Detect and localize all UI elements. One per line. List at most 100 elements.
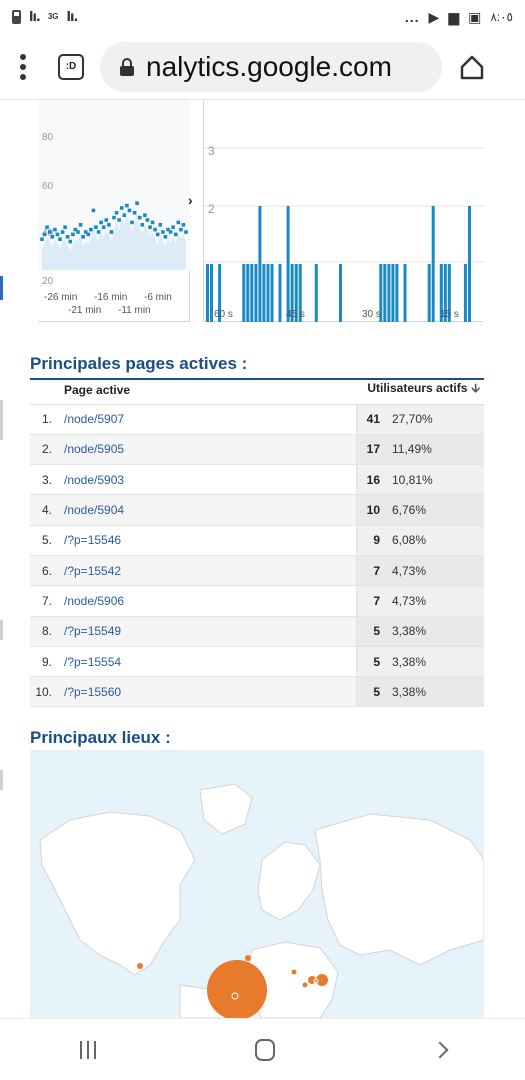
- page-column-header[interactable]: Page active: [60, 376, 356, 405]
- row-page-link[interactable]: /node/5905: [60, 434, 356, 466]
- minute-data-point: [73, 227, 78, 232]
- table-row[interactable]: 7./node/5906 7 4,73%: [30, 585, 484, 617]
- table-row[interactable]: 9./?p=15554 5 3,38%: [30, 646, 484, 678]
- row-page-link[interactable]: /node/5904: [60, 494, 356, 526]
- minute-data-point: [181, 223, 186, 227]
- second-bar: [286, 206, 290, 322]
- minute-data-point: [45, 225, 49, 229]
- world-map[interactable]: [30, 750, 484, 1018]
- table-row[interactable]: 1./node/5907 41 27,70%: [30, 404, 484, 435]
- second-bar: [258, 206, 262, 322]
- row-user-count: 41: [355, 404, 386, 435]
- row-page-link[interactable]: /?p=15560: [60, 676, 356, 708]
- message-icon: ▆: [448, 8, 460, 25]
- row-rank: 2.: [30, 434, 60, 466]
- menu-kebab-icon[interactable]: [14, 53, 32, 80]
- row-user-count: 5: [355, 676, 386, 708]
- lock-icon[interactable]: [120, 57, 134, 76]
- gallery-icon: ▣: [468, 8, 482, 25]
- minute-data-point: [173, 232, 178, 237]
- x-tick-30s: 30 s: [362, 309, 381, 320]
- row-user-percent: 11,49%: [386, 434, 484, 466]
- world-map-svg: [39, 783, 484, 1018]
- row-user-count: 9: [355, 525, 386, 556]
- row-page-link[interactable]: /node/5903: [60, 464, 356, 496]
- row-rank: 1.: [30, 404, 60, 435]
- second-bar: [395, 264, 399, 322]
- url-bar[interactable]: nalytics.google.com: [100, 41, 442, 92]
- map-europe: [257, 841, 321, 921]
- table-row[interactable]: 6./?p=15542 7 4,73%: [30, 555, 484, 587]
- minute-data-point: [107, 223, 111, 227]
- second-bar: [206, 264, 209, 322]
- left-edge-faint: [0, 400, 3, 440]
- minute-data-point: [153, 227, 157, 232]
- play-store-icon: ▶: [428, 8, 440, 25]
- table-row[interactable]: 8./?p=15549 5 3,38%: [30, 616, 484, 647]
- row-page-link[interactable]: /node/5906: [60, 585, 356, 617]
- second-bar: [339, 264, 342, 322]
- row-user-count: 10: [355, 494, 386, 526]
- battery-icon: [12, 10, 21, 24]
- chart-next-arrow-icon[interactable]: ›: [188, 192, 193, 208]
- row-page-link[interactable]: /node/5907: [60, 404, 356, 435]
- row-user-percent: 3,38%: [386, 676, 484, 708]
- location-bubble[interactable]: [291, 969, 297, 975]
- second-bar: [290, 264, 294, 322]
- minute-data-point: [155, 232, 160, 237]
- rank-header: [30, 376, 60, 405]
- minute-data-point: [135, 201, 139, 205]
- back-icon[interactable]: [431, 1041, 448, 1058]
- signal-icon-2: lı.: [66, 9, 79, 25]
- location-bubble[interactable]: [137, 963, 143, 969]
- minute-data-point: [83, 230, 88, 234]
- tab-switcher-icon[interactable]: :D: [58, 53, 84, 80]
- table-row[interactable]: 5./?p=15546 9 6,08%: [30, 525, 484, 556]
- minute-data-point: [65, 235, 70, 239]
- minute-data-point: [94, 225, 98, 229]
- row-user-percent: 6,76%: [386, 494, 484, 526]
- minute-data-point: [112, 215, 116, 220]
- row-page-link[interactable]: /?p=15542: [60, 555, 356, 587]
- table-row[interactable]: 10./?p=15560 5 3,38%: [30, 676, 484, 708]
- x-tick-45s: 45 s: [286, 309, 305, 320]
- top-pages-table: Page active Utilisateurs actifs 🡫 1./node…: [30, 376, 484, 708]
- home-button-icon[interactable]: [254, 1038, 275, 1061]
- row-rank: 8.: [30, 616, 60, 647]
- minute-area: [42, 212, 186, 270]
- location-bubble[interactable]: [316, 974, 328, 986]
- minute-data-point: [171, 225, 175, 229]
- second-bar: [427, 264, 431, 322]
- minute-data-point: [55, 232, 60, 237]
- row-user-count: 5: [355, 646, 386, 678]
- users-column-header[interactable]: Utilisateurs actifs 🡫: [356, 376, 484, 405]
- second-bar: [447, 264, 451, 322]
- recents-icon[interactable]: [79, 1040, 96, 1059]
- table-row[interactable]: 3./node/5903 16 10,81%: [30, 464, 484, 496]
- row-page-link[interactable]: /?p=15549: [60, 616, 356, 647]
- minute-data-point: [63, 225, 67, 229]
- minute-data-point: [125, 203, 129, 208]
- minute-data-point: [150, 220, 155, 225]
- minute-data-point: [76, 230, 80, 234]
- row-page-link[interactable]: /?p=15554: [60, 646, 356, 678]
- table-row[interactable]: 2./node/5905 17 11,49%: [30, 434, 484, 466]
- second-bar: [242, 264, 246, 322]
- minute-data-point: [99, 220, 103, 225]
- url-text: nalytics.google.com: [146, 50, 392, 82]
- table-row[interactable]: 4./node/5904 10 6,76%: [30, 494, 484, 526]
- row-page-link[interactable]: /?p=15546: [60, 525, 356, 556]
- minute-data-point: [127, 208, 132, 213]
- second-bar: [278, 264, 282, 322]
- row-user-count: 16: [355, 464, 386, 496]
- second-bar: [218, 264, 222, 322]
- sort-descending-icon[interactable]: 🡫: [471, 381, 480, 396]
- location-bubble[interactable]: [302, 982, 308, 988]
- minute-data-point: [114, 211, 119, 215]
- location-bubble[interactable]: [245, 955, 251, 961]
- minute-data-point: [166, 227, 170, 232]
- location-bubble-large[interactable]: [207, 960, 267, 1018]
- minute-data-point: [42, 232, 47, 237]
- home-icon[interactable]: [458, 53, 486, 81]
- second-bar: [298, 264, 302, 322]
